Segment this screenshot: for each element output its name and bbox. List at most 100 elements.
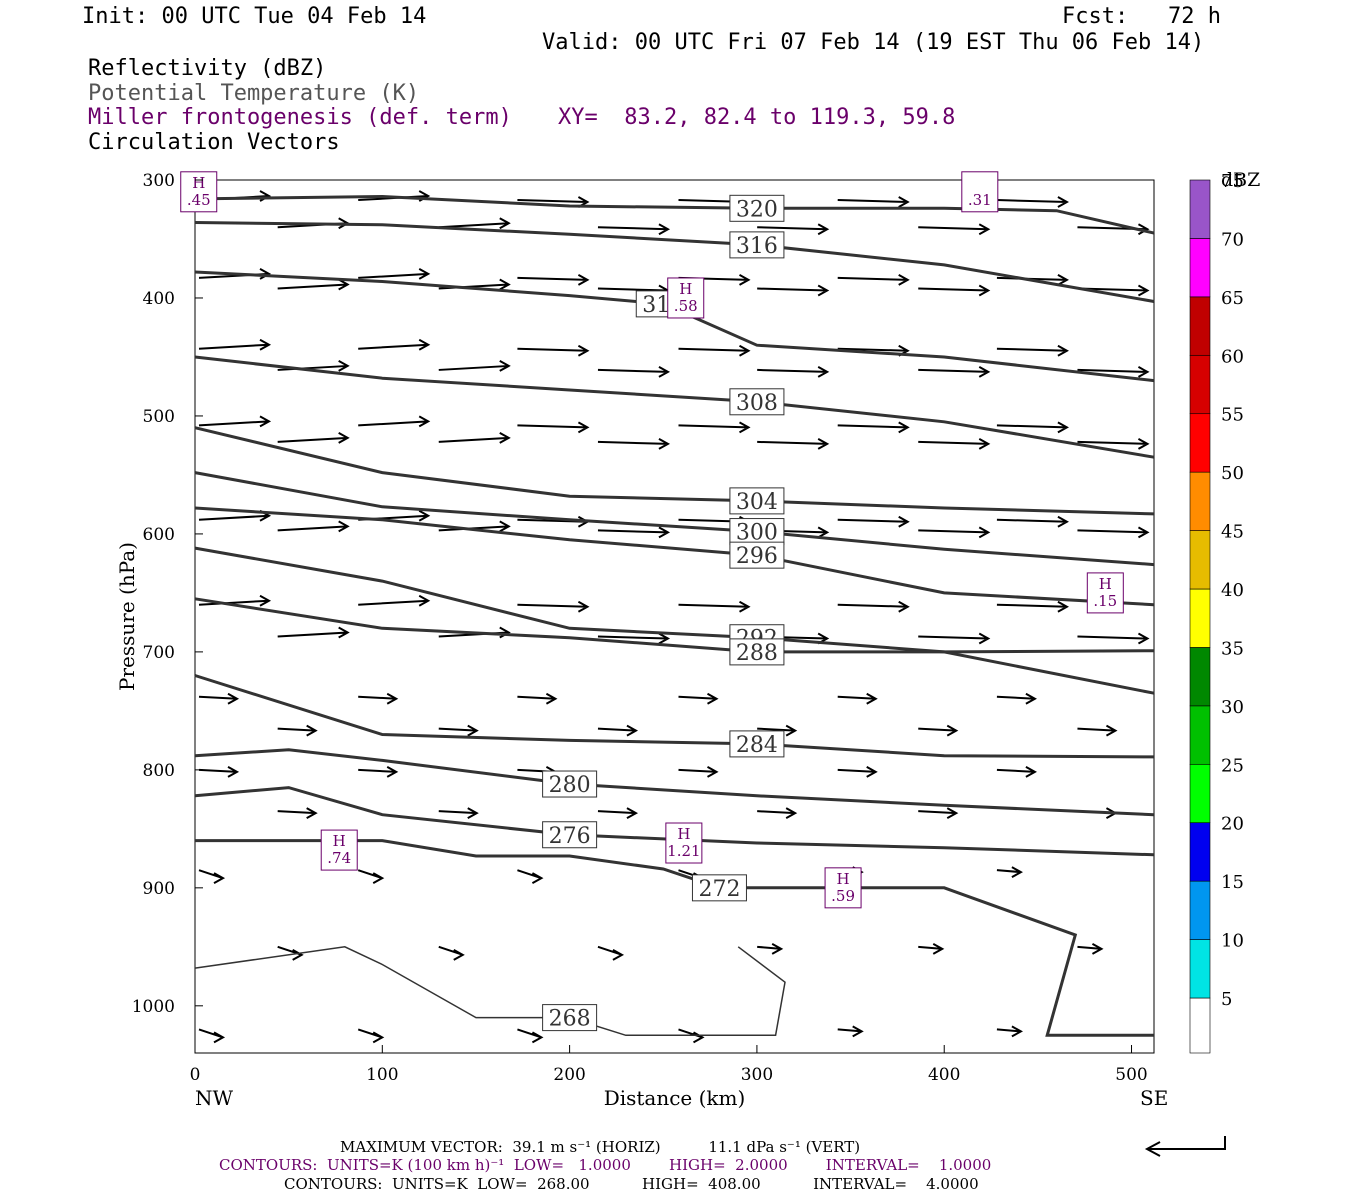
circulation-vector (678, 1028, 705, 1044)
frontogenesis-max-box (824, 867, 862, 909)
theta-label-box (729, 231, 785, 259)
frontogenesis-max-box (961, 171, 999, 213)
colorbar-label: 20 (1221, 814, 1244, 835)
circulation-vector (837, 421, 910, 434)
theta-contour-label: 284 (736, 733, 778, 758)
colorbar-label: 75 (1221, 171, 1244, 192)
circulation-vector (918, 366, 991, 378)
x-axis-title: Distance (km) (604, 1086, 746, 1110)
circulation-vector (918, 284, 991, 297)
circulation-vector (277, 807, 318, 820)
circulation-vector (277, 520, 350, 533)
theta-label-box (729, 487, 785, 515)
frontogenesis-max-value: .15 (1093, 592, 1117, 610)
frontogenesis-max-marker: H (679, 280, 692, 298)
legend-theta: Potential Temperature (K) (88, 81, 420, 106)
theta-label-box (542, 1004, 598, 1032)
colorbar-label: 15 (1221, 872, 1244, 893)
frontogenesis-max-box (665, 822, 703, 864)
theta-label-box (542, 770, 598, 798)
circulation-vector (198, 765, 240, 778)
circulation-vector (996, 344, 1069, 357)
circulation-vector (837, 600, 910, 613)
x-tick-label: 200 (553, 1065, 585, 1085)
circulation-vector (277, 432, 350, 444)
colorbar-segment (1189, 588, 1211, 648)
circulation-vector (757, 942, 784, 955)
circulation-vector (918, 632, 991, 645)
theta-contour-316 (194, 221, 1155, 303)
theta-label-box (729, 730, 785, 758)
fronto-contour-info: CONTOURS: UNITS=K (100 km h)⁻¹ LOW= 1.00… (219, 1156, 992, 1174)
theta-contour-label: 296 (736, 544, 778, 569)
colorbar-segment (1189, 179, 1211, 239)
theta-contour-288 (194, 597, 1155, 695)
circulation-vector (918, 526, 991, 539)
circulation-vector (757, 284, 830, 297)
forecast-hour: Fcst: 72 h (1062, 4, 1221, 29)
theta-contour-296 (194, 506, 1155, 607)
circulation-vector (837, 196, 910, 208)
y-tick-label: 800 (143, 761, 175, 781)
colorbar-label: 25 (1221, 755, 1244, 776)
circulation-vector (438, 945, 465, 961)
colorbar-label: 70 (1221, 229, 1244, 250)
theta-label-box (729, 541, 785, 569)
colorbar-segment (1189, 647, 1211, 707)
circulation-vector (277, 724, 318, 737)
circulation-vector (597, 945, 625, 961)
valid-time: Valid: 00 UTC Fri 07 Feb 14 (19 EST Thu … (542, 30, 1205, 55)
colorbar-segment (1189, 238, 1211, 298)
circulation-vector (996, 1025, 1023, 1038)
colorbar-label: 35 (1221, 638, 1244, 659)
circulation-vector (678, 344, 751, 357)
circulation-vector (918, 438, 991, 450)
frontogenesis-max-marker: H (333, 832, 346, 850)
theta-label-box (729, 388, 785, 416)
colorbar-segment (1189, 939, 1211, 999)
legend-frontogenesis: Miller frontogenesis (def. term) (88, 105, 512, 130)
frontogenesis-max-box (1086, 572, 1124, 614)
circulation-vectors (198, 190, 1150, 1044)
frontogenesis-max-value: .45 (187, 191, 211, 209)
colorbar-segment (1189, 530, 1211, 590)
circulation-vector (996, 600, 1069, 613)
axes: 0 100 200 300 400 500 300 400 500 600 700 800 900 100… (115, 171, 1168, 1110)
circulation-vector (757, 724, 798, 737)
circulation-vector (357, 869, 385, 885)
circulation-vector (1077, 942, 1104, 955)
colorbar-label: 55 (1221, 405, 1244, 426)
circulation-vector (837, 765, 878, 778)
circulation-vector (597, 438, 671, 450)
theta-contour-label: 304 (736, 490, 778, 515)
theta-contour-label: 300 (736, 521, 778, 546)
circulation-vector (198, 692, 240, 705)
theta-contour-304 (194, 426, 1155, 516)
x-axis-left-end: NW (195, 1086, 234, 1110)
circulation-vector (757, 438, 830, 450)
circulation-vector (757, 366, 830, 378)
frontogenesis-max-box (320, 829, 358, 871)
circulation-vector (918, 223, 991, 236)
theta-contour-label: 280 (549, 773, 591, 798)
circulation-vector (357, 1028, 385, 1044)
circulation-vector (996, 866, 1023, 879)
x-tick-label: 0 (190, 1065, 201, 1085)
theta-contour-info: CONTOURS: UNITS=K LOW= 268.00 HIGH= 408.… (284, 1175, 979, 1193)
circulation-vector (517, 1028, 544, 1044)
circulation-vector (678, 600, 751, 613)
frontogenesis-max-marker: H (677, 825, 690, 843)
y-tick-label: 700 (143, 643, 175, 663)
plot-frame (194, 179, 1155, 1054)
circulation-vector (1077, 526, 1150, 539)
circulation-vector (757, 807, 798, 820)
cross-section-endpoints: XY= 83.2, 82.4 to 119.3, 59.8 (558, 105, 956, 130)
frontogenesis-max-marker: H (1099, 575, 1112, 593)
circulation-vector (597, 724, 639, 737)
plot-area (194, 179, 1155, 1054)
theta-contour-label: 308 (736, 391, 778, 416)
frontogenesis-max-value: .31 (968, 191, 992, 209)
circulation-vector (837, 692, 878, 705)
circulation-vector (1077, 438, 1150, 450)
colorbar-segment (1189, 763, 1211, 824)
